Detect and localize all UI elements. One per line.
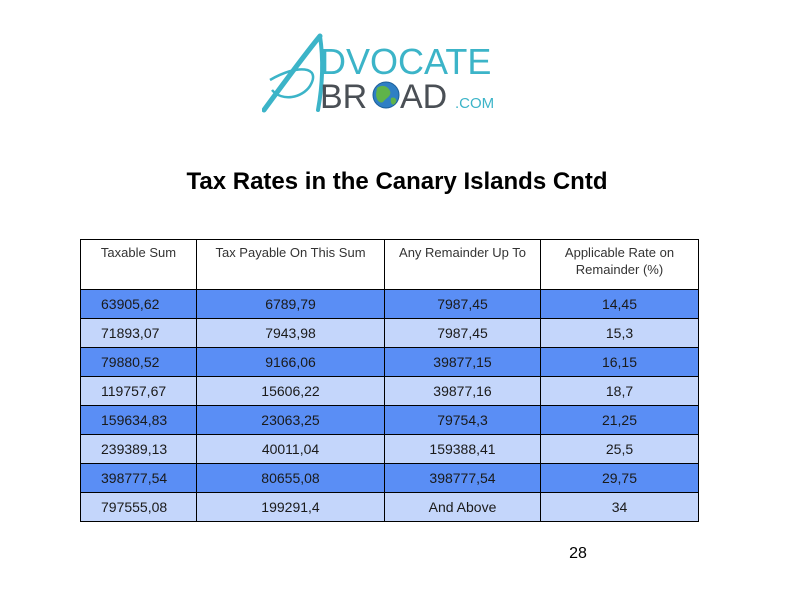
cell-taxable-sum: 398777,54 <box>80 463 197 493</box>
cell-rate: 29,75 <box>540 463 699 493</box>
table-row: 119757,67 15606,22 39877,16 18,7 <box>80 376 699 406</box>
cell-taxable-sum: 71893,07 <box>80 318 197 348</box>
table-row: 159634,83 23063,25 79754,3 21,25 <box>80 405 699 435</box>
cell-remainder: 39877,16 <box>384 376 541 406</box>
cell-rate: 14,45 <box>540 289 699 319</box>
table-header-row: Taxable Sum Tax Payable On This Sum Any … <box>80 239 699 290</box>
logo-line2-left: BR <box>320 78 367 116</box>
globe-icon <box>372 81 400 109</box>
cell-tax-payable: 80655,08 <box>196 463 385 493</box>
cell-rate: 25,5 <box>540 434 699 464</box>
cell-tax-payable: 15606,22 <box>196 376 385 406</box>
header-tax-payable: Tax Payable On This Sum <box>196 239 385 290</box>
cell-taxable-sum: 63905,62 <box>80 289 197 319</box>
logo-suffix: .COM <box>455 95 494 112</box>
cell-rate: 16,15 <box>540 347 699 377</box>
cell-tax-payable: 9166,06 <box>196 347 385 377</box>
advocate-abroad-logo: DVOCATE BR AD .COM <box>262 28 512 116</box>
cell-rate: 34 <box>540 492 699 522</box>
table-row: 239389,13 40011,04 159388,41 25,5 <box>80 434 699 464</box>
table-row: 797555,08 199291,4 And Above 34 <box>80 492 699 522</box>
header-applicable-rate: Applicable Rate on Remainder (%) <box>540 239 699 290</box>
cell-remainder: 7987,45 <box>384 318 541 348</box>
logo-graphic: DVOCATE BR AD .COM <box>262 33 494 116</box>
cell-taxable-sum: 119757,67 <box>80 376 197 406</box>
page-title: Tax Rates in the Canary Islands Cntd <box>186 168 608 195</box>
cell-tax-payable: 6789,79 <box>196 289 385 319</box>
cell-rate: 21,25 <box>540 405 699 435</box>
cell-taxable-sum: 159634,83 <box>80 405 197 435</box>
cell-remainder: 7987,45 <box>384 289 541 319</box>
page-number: 28 <box>569 545 587 562</box>
table-row: 398777,54 80655,08 398777,54 29,75 <box>80 463 699 493</box>
cell-rate: 15,3 <box>540 318 699 348</box>
tax-rates-table: Taxable Sum Tax Payable On This Sum Any … <box>80 239 699 522</box>
logo-line2-right: AD <box>400 78 447 116</box>
cell-tax-payable: 199291,4 <box>196 492 385 522</box>
cell-taxable-sum: 79880,52 <box>80 347 197 377</box>
cell-taxable-sum: 797555,08 <box>80 492 197 522</box>
cell-tax-payable: 23063,25 <box>196 405 385 435</box>
header-remainder-up-to: Any Remainder Up To <box>384 239 541 290</box>
cell-taxable-sum: 239389,13 <box>80 434 197 464</box>
cell-rate: 18,7 <box>540 376 699 406</box>
table-row: 79880,52 9166,06 39877,15 16,15 <box>80 347 699 377</box>
cell-remainder: 398777,54 <box>384 463 541 493</box>
cell-remainder: 159388,41 <box>384 434 541 464</box>
cell-remainder: And Above <box>384 492 541 522</box>
logo-line1: DVOCATE <box>320 41 491 82</box>
cell-tax-payable: 7943,98 <box>196 318 385 348</box>
table-row: 63905,62 6789,79 7987,45 14,45 <box>80 289 699 319</box>
cell-remainder: 79754,3 <box>384 405 541 435</box>
table-row: 71893,07 7943,98 7987,45 15,3 <box>80 318 699 348</box>
cell-tax-payable: 40011,04 <box>196 434 385 464</box>
cell-remainder: 39877,15 <box>384 347 541 377</box>
header-taxable-sum: Taxable Sum <box>80 239 197 290</box>
